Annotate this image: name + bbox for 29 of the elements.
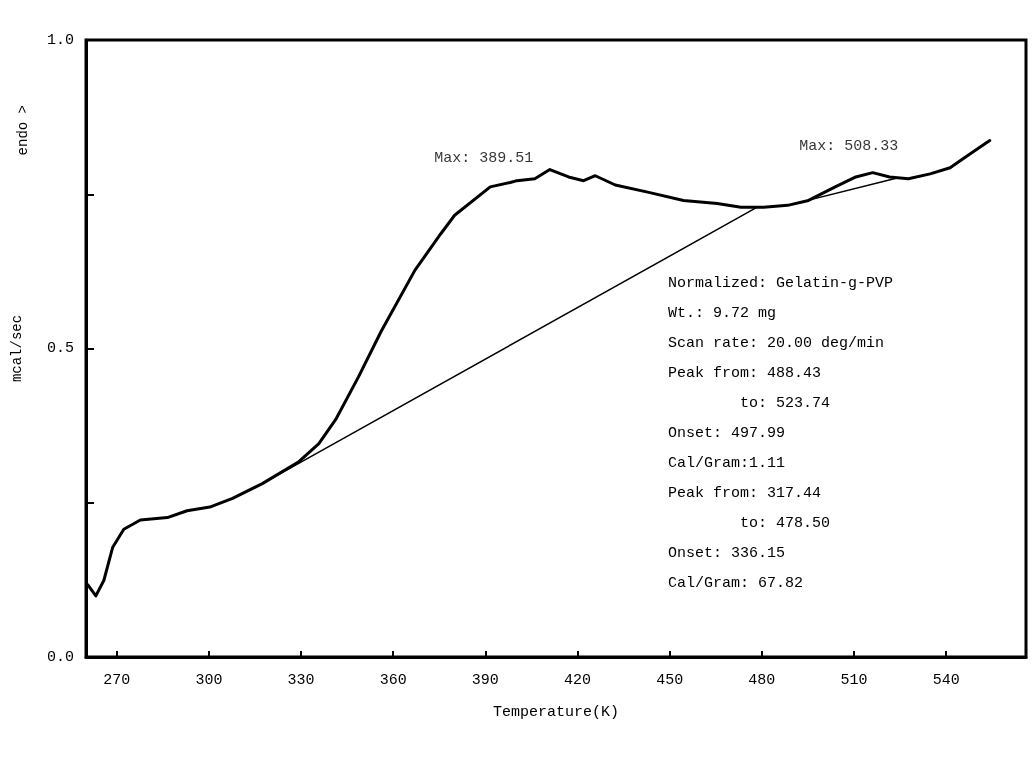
- x-tick-label: 450: [656, 672, 684, 689]
- x-tick-label: 510: [840, 672, 868, 689]
- annotation: Cal/Gram: 67.82: [668, 574, 804, 592]
- annotation: Peak from: 317.44: [668, 484, 822, 502]
- y-tick-label: 0.5: [46, 340, 74, 357]
- annotation: Onset: 336.15: [668, 544, 786, 562]
- x-tick-label: 270: [103, 672, 131, 689]
- y-tick-label: 0.0: [46, 648, 74, 666]
- x-axis-title: Temperature(K): [492, 704, 620, 721]
- annotation: to: 523.74: [668, 394, 831, 412]
- x-tick-label: 390: [471, 672, 499, 689]
- annotation: Cal/Gram:1.11: [668, 454, 786, 472]
- text: endo >: [15, 104, 31, 156]
- annotation: Onset: 497.99: [668, 424, 786, 442]
- x-tick-label: 360: [379, 672, 407, 689]
- annotation: Wt.: 9.72 mg: [668, 304, 777, 322]
- y-axis-title: mcal/sec: [9, 314, 25, 383]
- y-tick-label: 1.0: [46, 31, 74, 49]
- x-tick-label: 480: [748, 672, 776, 689]
- x-tick-label: 540: [932, 672, 960, 689]
- annotation: Max: 389.51: [434, 150, 534, 168]
- x-tick-label: 420: [564, 672, 592, 689]
- annotation: Normalized: Gelatin-g-PVP: [668, 274, 894, 292]
- annotation: Scan rate: 20.00 deg/min: [668, 334, 885, 352]
- x-tick-label: 300: [195, 672, 223, 689]
- x-tick-label: 330: [287, 672, 315, 689]
- annotation: Max: 508.33: [799, 137, 899, 155]
- annotation: to: 478.50: [668, 514, 831, 532]
- annotation: Peak from: 488.43: [668, 364, 822, 382]
